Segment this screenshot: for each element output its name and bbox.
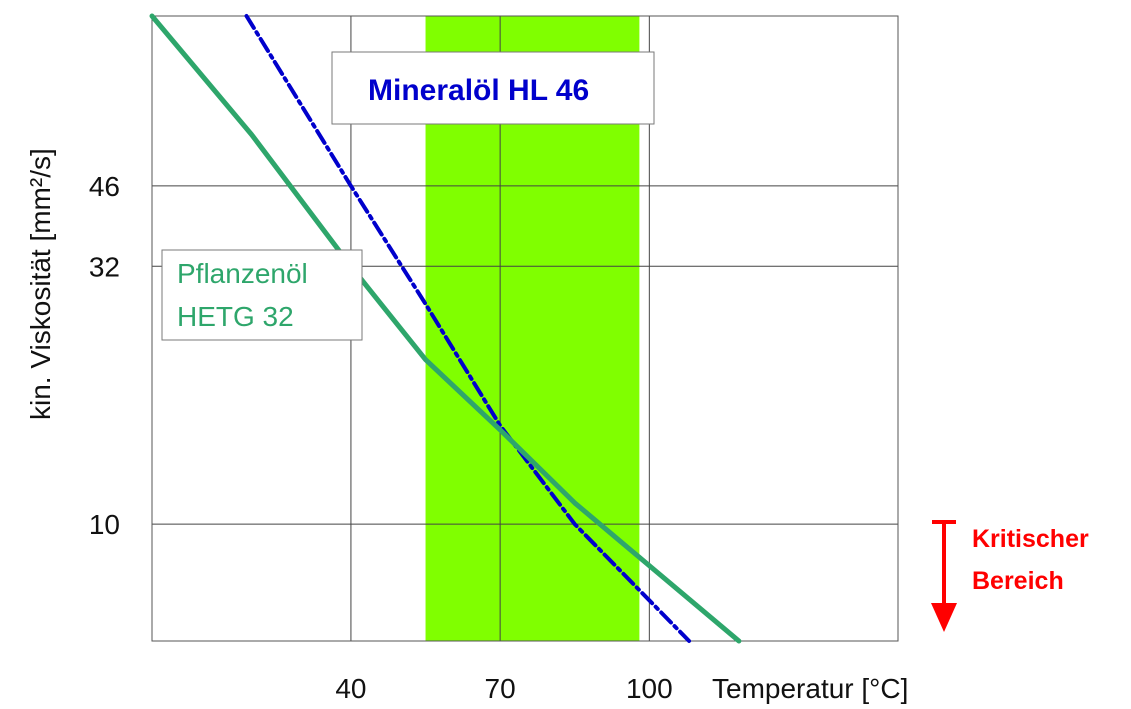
critical-annotation: Kritischer Bereich (931, 520, 1089, 632)
legend-pflanzen: Pflanzenöl HETG 32 (161, 249, 363, 341)
series-layer (149, 13, 742, 644)
legend-pflanzen-box (161, 249, 363, 341)
x-axis-title: Temperatur [°C] (712, 673, 908, 704)
y-axis-title: kin. Viskosität [mm²/s] (25, 148, 56, 420)
legend-mineral-box (331, 51, 655, 125)
critical-label-line2: Bereich (972, 567, 1064, 595)
plot-frame (151, 15, 899, 642)
x-tick-label: 40 (335, 673, 366, 704)
x-tick-label: 70 (485, 673, 516, 704)
y-tick-labels: 10 32 46 (89, 171, 120, 540)
legend-mineral-label: Mineralöl HL 46 (368, 74, 589, 107)
critical-label-line1: Kritischer (972, 525, 1089, 553)
legend-pflanzen-label-line1: Pflanzenöl (177, 258, 308, 289)
legend-mineral: Mineralöl HL 46 (331, 51, 655, 125)
series-line-mineral (244, 14, 692, 643)
y-tick-label: 10 (89, 509, 120, 540)
series-line-pflanzen (149, 13, 742, 644)
y-tick-label: 32 (89, 251, 120, 282)
legend-pflanzen-label-line2: HETG 32 (177, 301, 294, 332)
x-tick-labels: 40 70 100 (335, 673, 672, 704)
arrow-head (931, 603, 957, 632)
x-tick-label: 100 (626, 673, 673, 704)
y-tick-label: 46 (89, 171, 120, 202)
down-arrow-icon (931, 520, 957, 632)
